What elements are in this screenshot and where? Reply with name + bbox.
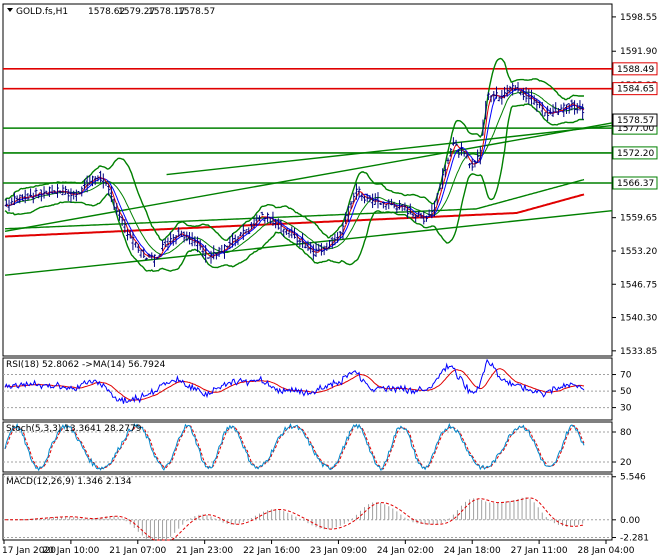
price-tick-label: 1598.55 <box>620 13 657 23</box>
current-price-box <box>612 113 658 127</box>
level-tag-label: 1588.49 <box>617 65 654 75</box>
level-tag-box <box>612 62 658 76</box>
rsi-level-label: 50 <box>620 387 632 397</box>
time-tick-label: 22 Jan 16:00 <box>243 546 300 556</box>
level-tag-label: 1566.37 <box>617 179 654 189</box>
trend-line <box>4 210 613 276</box>
current-price-label: 1578.57 <box>617 116 654 126</box>
rsi-level-label: 70 <box>620 371 632 381</box>
rsi-panel: 70 50 30 <box>2 357 632 421</box>
rsi-level-label: 30 <box>620 404 632 414</box>
long-ma-green <box>4 178 585 230</box>
price-panel: 1598.551591.901585.351578.701572.201565.… <box>2 3 658 357</box>
stoch-main-line <box>4 422 585 472</box>
price-tick-label: 1540.30 <box>620 314 657 324</box>
time-tick-label: 24 Jan 02:00 <box>377 546 434 556</box>
time-tick-label: 21 Jan 07:00 <box>109 546 166 556</box>
ohlc-open: 1578.62 <box>88 7 125 17</box>
price-tick-label: 1553.20 <box>620 247 657 257</box>
macd-label: MACD(12,26,9) 1.346 2.134 <box>6 477 132 487</box>
macd-level-label: -2.281 <box>620 534 649 544</box>
trend-line <box>4 122 613 233</box>
stoch-label: Stoch(5,3,3) 13.3641 28.2779 <box>6 424 142 434</box>
time-tick-label: 21 Jan 23:00 <box>176 546 233 556</box>
level-tag-label: 1577.00 <box>617 124 654 134</box>
ohlc-high: 1579.27 <box>118 7 155 17</box>
macd-signal-line <box>5 497 585 541</box>
ohlc-close: 1578.57 <box>178 7 215 17</box>
price-panel-frame <box>2 3 613 357</box>
macd-panel: 5.546 0.00 -2.281 <box>2 473 649 544</box>
middle-band <box>4 91 584 255</box>
level-tag-box <box>612 176 658 190</box>
rsi-frame <box>2 357 613 421</box>
rsi-line <box>4 358 585 404</box>
level-tag-box <box>612 146 658 160</box>
macd-frame <box>2 473 613 541</box>
time-tick-label: 27 Jan 11:00 <box>511 546 568 556</box>
price-tick-label: 1559.65 <box>620 214 657 224</box>
long-ma-red <box>5 193 585 238</box>
price-tick-label: 1533.85 <box>620 347 657 357</box>
stoch-level-label: 80 <box>620 428 632 438</box>
macd-level-label: 0.00 <box>620 516 640 526</box>
price-tick-label: 1591.90 <box>620 47 657 57</box>
upper-band <box>4 57 585 242</box>
trend-line <box>166 124 613 176</box>
symbol-label: GOLD.fs,H1 <box>16 7 68 17</box>
rsi-label: RSI(18) 52.8062 ->MA(14) 56.7924 <box>6 360 166 370</box>
ohlc-low: 1578.17 <box>148 7 185 17</box>
time-tick-label: 23 Jan 09:00 <box>310 546 367 556</box>
stoch-frame <box>2 421 613 473</box>
time-tick-label: 20 Jan 10:00 <box>42 546 99 556</box>
time-tick-label: 17 Jan 2020 <box>2 546 56 556</box>
collapse-triangle <box>7 8 13 12</box>
level-tag-label: 1572.20 <box>617 149 654 159</box>
macd-level-label: 5.546 <box>620 473 646 483</box>
lower-band <box>4 103 585 273</box>
time-tick-label: 28 Jan 04:00 <box>578 546 635 556</box>
level-tag-box <box>612 82 658 96</box>
level-tag-label: 1584.65 <box>617 85 654 95</box>
stoch-level-label: 20 <box>620 458 632 468</box>
stoch-panel: 80 20 <box>2 421 632 473</box>
price-tick-label: 1546.75 <box>620 280 657 290</box>
time-tick-label: 24 Jan 18:00 <box>444 546 501 556</box>
